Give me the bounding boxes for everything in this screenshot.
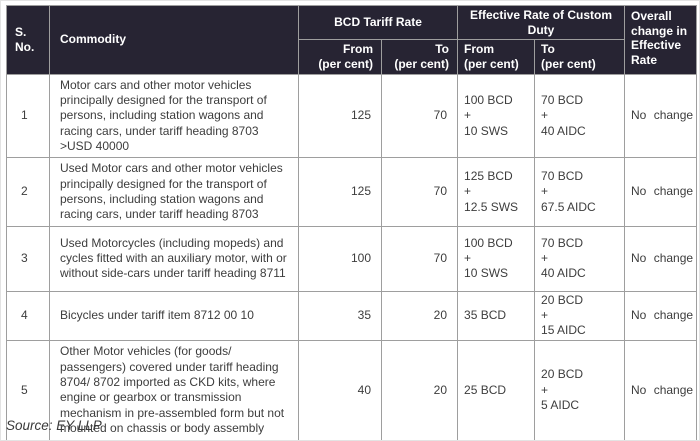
commodity-cell: Used Motor cars and other motor vehicles…: [49, 157, 299, 227]
overall-change-cell: No change: [624, 290, 698, 341]
table-header: S. No. Commodity BCD Tariff Rate Effecti…: [6, 4, 698, 75]
tariff-rate-table: S. No. Commodity BCD Tariff Rate Effecti…: [6, 4, 698, 440]
effective-to-cell: 70 BCD + 40 AIDC: [534, 225, 626, 292]
overall-change-cell: No change: [624, 73, 698, 159]
header-overall-change: Overall change in Effective Rate: [624, 5, 698, 75]
commodity-cell: Bicycles under tariff item 8712 00 10: [49, 290, 299, 341]
table-row: 3 Used Motorcycles (including mopeds) an…: [6, 225, 698, 292]
header-effective-rate: Effective Rate of Custom Duty: [457, 4, 626, 41]
header-bcd-to: To (per cent): [380, 39, 459, 75]
effective-from-cell: 25 BCD: [457, 339, 536, 440]
table-body: 1 Motor cars and other motor vehicles pr…: [6, 73, 698, 440]
commodity-cell: Motor cars and other motor vehicles prin…: [49, 73, 299, 159]
bcd-from-cell: 40: [298, 339, 382, 440]
commodity-cell: Other Motor vehicles (for goods/ passeng…: [49, 339, 299, 440]
bcd-from-cell: 125: [298, 73, 382, 159]
header-group-row: S. No. Commodity BCD Tariff Rate Effecti…: [6, 4, 698, 75]
bcd-to-cell: 20: [380, 339, 459, 440]
commodity-cell: Used Motorcycles (including mopeds) and …: [49, 225, 299, 292]
serial-cell: 2: [6, 157, 50, 227]
bcd-from-cell: 125: [298, 157, 382, 227]
serial-cell: 1: [6, 73, 50, 159]
overall-change-cell: No change: [624, 339, 698, 440]
bcd-to-cell: 20: [380, 290, 459, 341]
table-row: 5 Other Motor vehicles (for goods/ passe…: [6, 339, 698, 440]
header-eff-from: From (per cent): [457, 39, 536, 75]
serial-cell: 4: [6, 290, 50, 341]
effective-to-cell: 20 BCD + 5 AIDC: [534, 339, 626, 440]
header-bcd-tariff-rate: BCD Tariff Rate: [297, 4, 459, 41]
serial-cell: 3: [6, 225, 50, 292]
effective-from-cell: 100 BCD + 10 SWS: [457, 73, 536, 159]
bcd-from-cell: 35: [298, 290, 382, 341]
effective-from-cell: 125 BCD + 12.5 SWS: [457, 157, 536, 227]
header-bcd-from: From (per cent): [298, 39, 382, 75]
effective-from-cell: 35 BCD: [457, 290, 536, 341]
table-row: 2 Used Motor cars and other motor vehicl…: [6, 157, 698, 227]
effective-to-cell: 70 BCD + 40 AIDC: [534, 73, 626, 159]
header-sub-row: From (per cent) To (per cent) From (per …: [7, 39, 697, 75]
bcd-to-cell: 70: [380, 225, 459, 292]
effective-from-cell: 100 BCD + 10 SWS: [457, 225, 536, 292]
header-commodity: Commodity: [49, 5, 299, 75]
overall-change-cell: No change: [624, 225, 698, 292]
source-note: Source: EY LLP: [6, 418, 102, 433]
overall-change-cell: No change: [624, 157, 698, 227]
table-row: 1 Motor cars and other motor vehicles pr…: [6, 73, 698, 159]
header-s-no: S. No.: [6, 5, 50, 75]
effective-to-cell: 20 BCD + 15 AIDC: [534, 290, 626, 341]
bcd-to-cell: 70: [380, 157, 459, 227]
table-row: 4 Bicycles under tariff item 8712 00 10 …: [6, 290, 698, 341]
bcd-from-cell: 100: [298, 225, 382, 292]
effective-to-cell: 70 BCD + 67.5 AIDC: [534, 157, 626, 227]
header-eff-to: To (per cent): [534, 39, 626, 75]
bcd-to-cell: 70: [380, 73, 459, 159]
serial-cell: 5: [6, 339, 50, 440]
